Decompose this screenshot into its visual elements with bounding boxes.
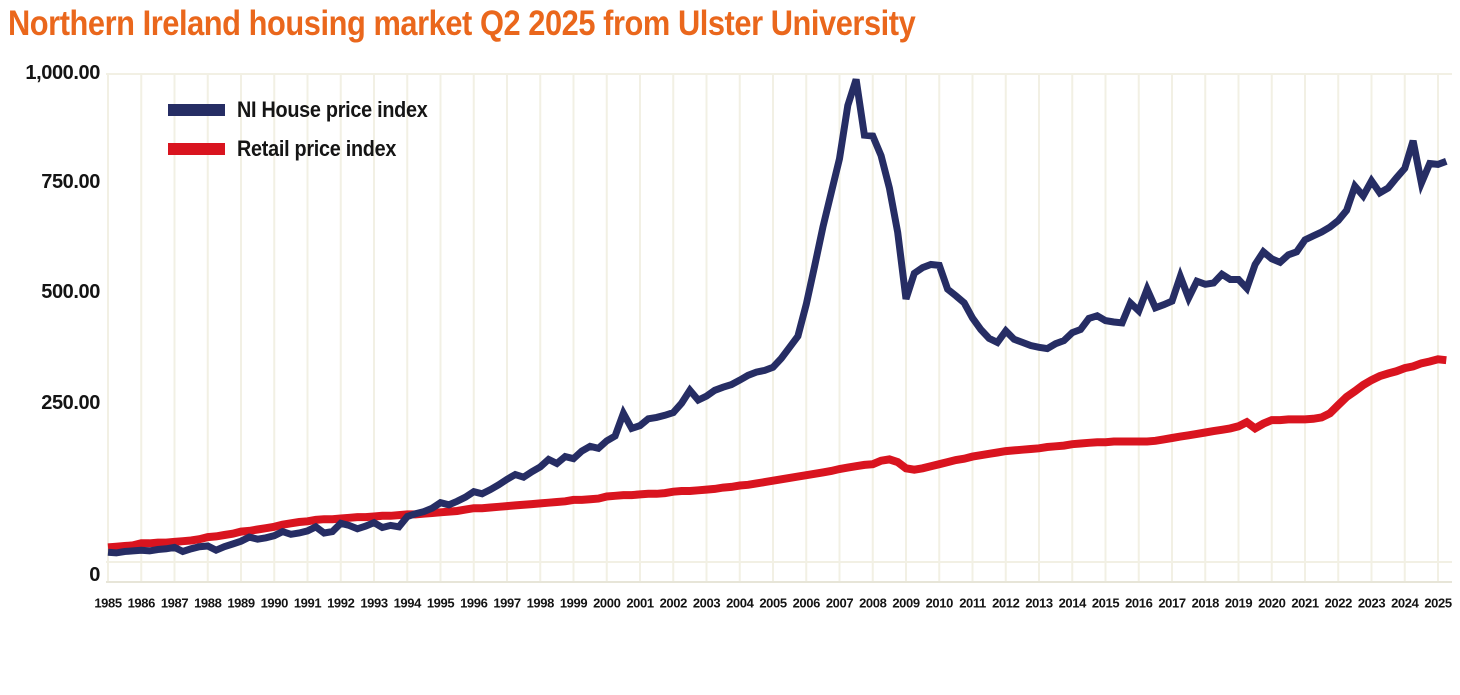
y-axis-labels: 1,000.00 750.00 500.00 250.00 0 bbox=[25, 62, 100, 586]
x-tick-label: 1994 bbox=[394, 596, 422, 611]
y-tick-label: 1,000.00 bbox=[25, 62, 100, 84]
legend: NI House price index Retail price index bbox=[168, 97, 449, 175]
x-tick-label: 2007 bbox=[826, 596, 853, 611]
retail-price-index-swatch bbox=[168, 143, 225, 155]
house-price-index-swatch bbox=[168, 104, 225, 116]
x-tick-label: 1992 bbox=[327, 596, 354, 611]
x-tick-label: 1997 bbox=[493, 596, 520, 611]
x-tick-label: 1990 bbox=[261, 596, 288, 611]
x-tick-label: 1999 bbox=[560, 596, 587, 611]
x-tick-label: 2023 bbox=[1358, 596, 1385, 611]
x-tick-label: 2003 bbox=[693, 596, 720, 611]
x-tick-label: 2022 bbox=[1325, 596, 1352, 611]
legend-item-house-price-index: NI House price index bbox=[168, 97, 449, 123]
y-tick-label: 250.00 bbox=[41, 392, 100, 414]
x-tick-label: 1988 bbox=[194, 596, 221, 611]
x-tick-label: 1985 bbox=[94, 596, 121, 611]
x-axis-labels: 1985 1986 1987 1988 1989 1990 1991 1992 1993 1994… bbox=[94, 596, 1452, 611]
plot-frame bbox=[106, 73, 1452, 583]
x-tick-label: 2014 bbox=[1059, 596, 1087, 611]
x-tick-label: 2016 bbox=[1125, 596, 1152, 611]
x-tick-label: 1987 bbox=[161, 596, 188, 611]
x-tick-label: 1993 bbox=[360, 596, 387, 611]
legend-label: Retail price index bbox=[237, 136, 397, 161]
x-tick-label: 2001 bbox=[626, 596, 653, 611]
x-tick-label: 2000 bbox=[593, 596, 620, 611]
x-tick-label: 1996 bbox=[460, 596, 487, 611]
series-line-ni-house-price-index bbox=[107, 78, 1448, 557]
y-tick-label: 750.00 bbox=[41, 171, 100, 193]
x-tick-label: 1989 bbox=[227, 596, 254, 611]
x-tick-label: 2008 bbox=[859, 596, 886, 611]
x-tick-label: 1991 bbox=[294, 596, 321, 611]
legend-label: NI House price index bbox=[237, 97, 428, 122]
x-tick-label: 2025 bbox=[1424, 596, 1451, 611]
x-tick-label: 2013 bbox=[1025, 596, 1052, 611]
y-tick-label: 500.00 bbox=[41, 281, 100, 303]
x-tick-label: 2015 bbox=[1092, 596, 1119, 611]
x-tick-label: 2021 bbox=[1291, 596, 1318, 611]
series-line-retail-price-index bbox=[107, 355, 1447, 552]
x-tick-label: 2019 bbox=[1225, 596, 1252, 611]
x-tick-label: 1986 bbox=[128, 596, 155, 611]
x-tick-label: 2011 bbox=[959, 596, 986, 611]
x-tick-label: 2002 bbox=[660, 596, 687, 611]
x-tick-label: 2005 bbox=[759, 596, 786, 611]
page-title: Northern Ireland housing market Q2 2025 … bbox=[8, 4, 916, 43]
x-tick-label: 2004 bbox=[726, 596, 754, 611]
x-tick-label: 2012 bbox=[992, 596, 1019, 611]
x-tick-label: 2024 bbox=[1391, 596, 1419, 611]
x-tick-label: 2010 bbox=[926, 596, 953, 611]
y-tick-label: 0 bbox=[89, 564, 100, 586]
x-tick-label: 2006 bbox=[793, 596, 820, 611]
legend-item-retail-price-index: Retail price index bbox=[168, 136, 449, 162]
x-tick-label: 2009 bbox=[892, 596, 919, 611]
x-tick-label: 2017 bbox=[1158, 596, 1185, 611]
gridlines bbox=[107, 74, 1439, 582]
x-tick-label: 1995 bbox=[427, 596, 454, 611]
x-tick-label: 2020 bbox=[1258, 596, 1285, 611]
x-tick-label: 2018 bbox=[1192, 596, 1219, 611]
x-tick-label: 1998 bbox=[527, 596, 554, 611]
